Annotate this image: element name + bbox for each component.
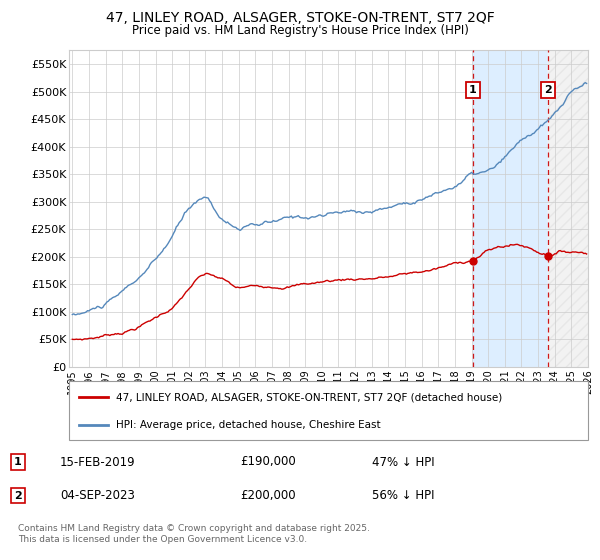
Text: 47, LINLEY ROAD, ALSAGER, STOKE-ON-TRENT, ST7 2QF: 47, LINLEY ROAD, ALSAGER, STOKE-ON-TRENT…	[106, 11, 494, 25]
Bar	[548, 50, 596, 367]
Text: 2: 2	[14, 491, 22, 501]
Text: 15-FEB-2019: 15-FEB-2019	[60, 455, 136, 469]
Text: £200,000: £200,000	[240, 489, 296, 502]
FancyBboxPatch shape	[69, 381, 588, 440]
Bar	[473, 50, 548, 367]
Text: 47% ↓ HPI: 47% ↓ HPI	[372, 455, 434, 469]
Text: 2: 2	[544, 85, 551, 95]
Text: 56% ↓ HPI: 56% ↓ HPI	[372, 489, 434, 502]
Text: £190,000: £190,000	[240, 455, 296, 469]
Text: 47, LINLEY ROAD, ALSAGER, STOKE-ON-TRENT, ST7 2QF (detached house): 47, LINLEY ROAD, ALSAGER, STOKE-ON-TRENT…	[116, 392, 502, 402]
Bar	[548, 50, 596, 367]
Text: Contains HM Land Registry data © Crown copyright and database right 2025.
This d: Contains HM Land Registry data © Crown c…	[18, 524, 370, 544]
Text: 1: 1	[469, 85, 477, 95]
Text: 04-SEP-2023: 04-SEP-2023	[60, 489, 135, 502]
Text: 1: 1	[14, 457, 22, 467]
Text: Price paid vs. HM Land Registry's House Price Index (HPI): Price paid vs. HM Land Registry's House …	[131, 24, 469, 36]
Text: HPI: Average price, detached house, Cheshire East: HPI: Average price, detached house, Ches…	[116, 420, 380, 430]
